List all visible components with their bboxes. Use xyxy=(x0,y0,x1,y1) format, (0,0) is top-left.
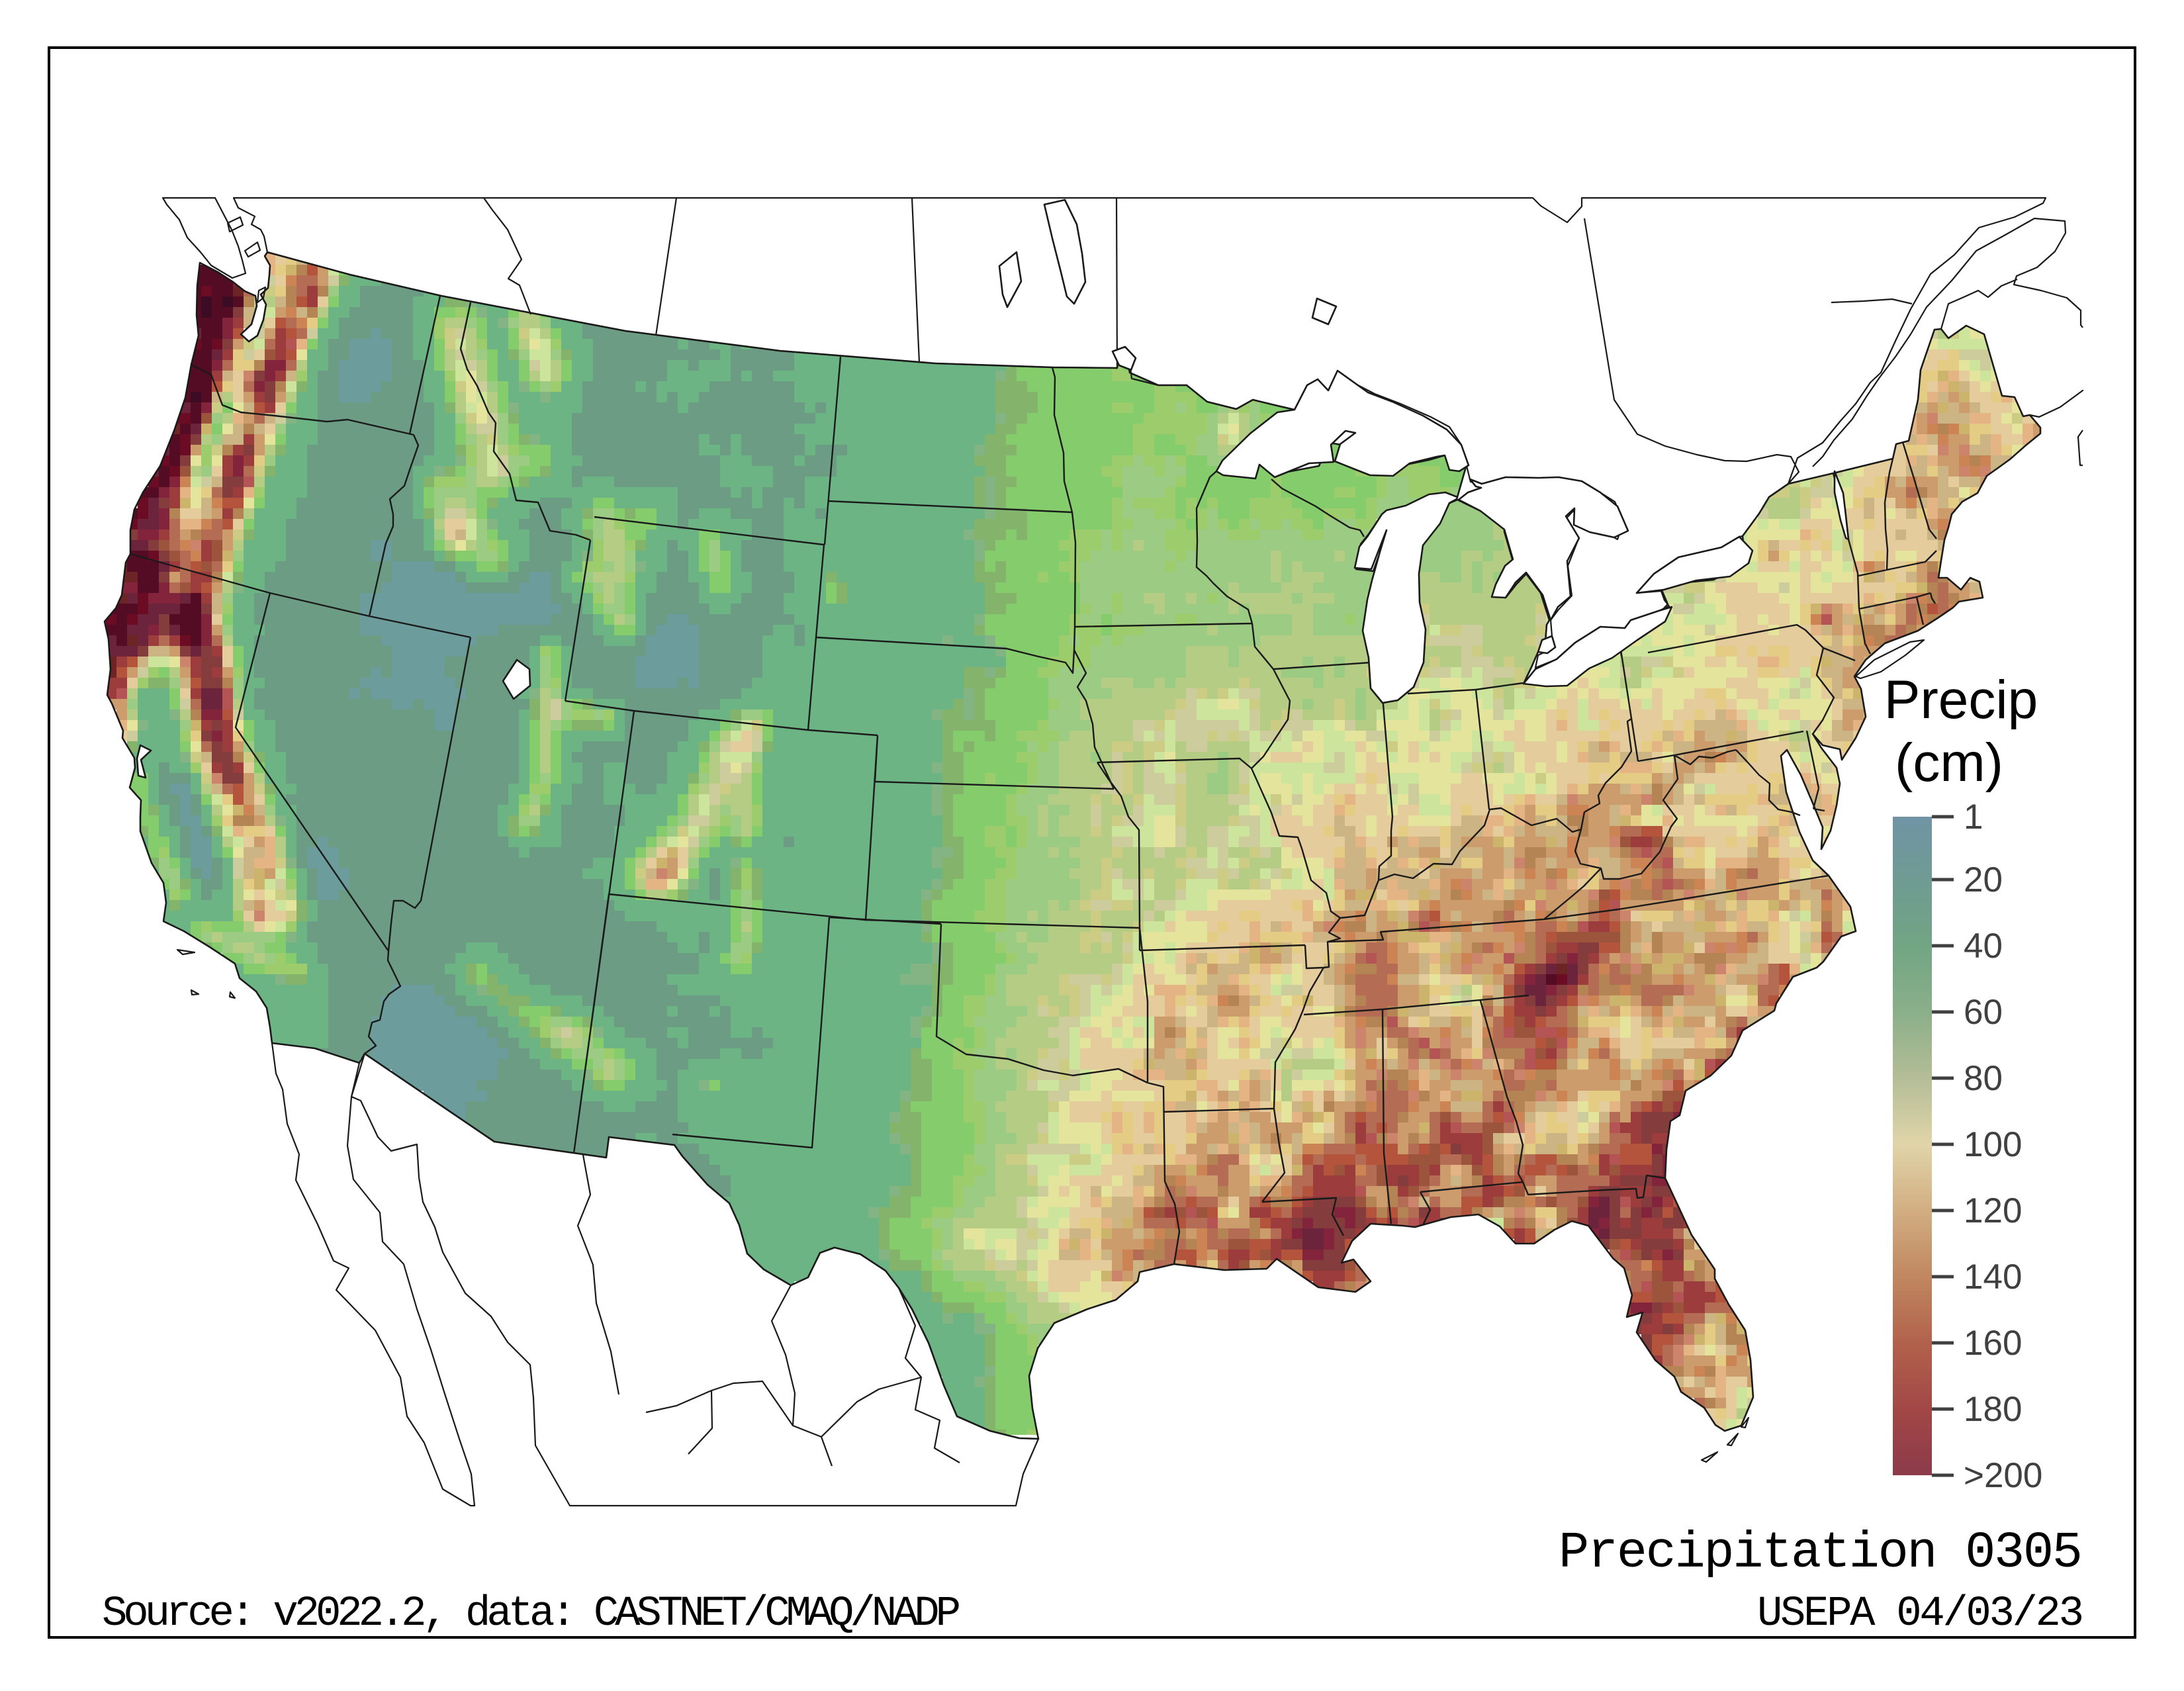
svg-text:>200: >200 xyxy=(1964,1456,2042,1495)
svg-text:100: 100 xyxy=(1964,1125,2022,1164)
svg-text:180: 180 xyxy=(1964,1390,2022,1429)
svg-text:160: 160 xyxy=(1964,1324,2022,1363)
svg-text:20: 20 xyxy=(1964,860,2003,899)
svg-text:Source: v2022.2, data: CASTNET: Source: v2022.2, data: CASTNET/CMAQ/NADP xyxy=(102,1590,961,1638)
svg-text:USEPA 04/03/23: USEPA 04/03/23 xyxy=(1757,1590,2084,1638)
svg-text:(cm): (cm) xyxy=(1895,733,2003,793)
svg-text:60: 60 xyxy=(1964,993,2003,1032)
svg-text:140: 140 xyxy=(1964,1257,2022,1297)
svg-text:Precipitation 0305: Precipitation 0305 xyxy=(1559,1525,2083,1582)
svg-text:Precip: Precip xyxy=(1884,670,2038,730)
svg-text:80: 80 xyxy=(1964,1059,2003,1098)
svg-text:1: 1 xyxy=(1964,798,1983,837)
svg-text:40: 40 xyxy=(1964,927,2003,966)
svg-text:120: 120 xyxy=(1964,1191,2022,1230)
